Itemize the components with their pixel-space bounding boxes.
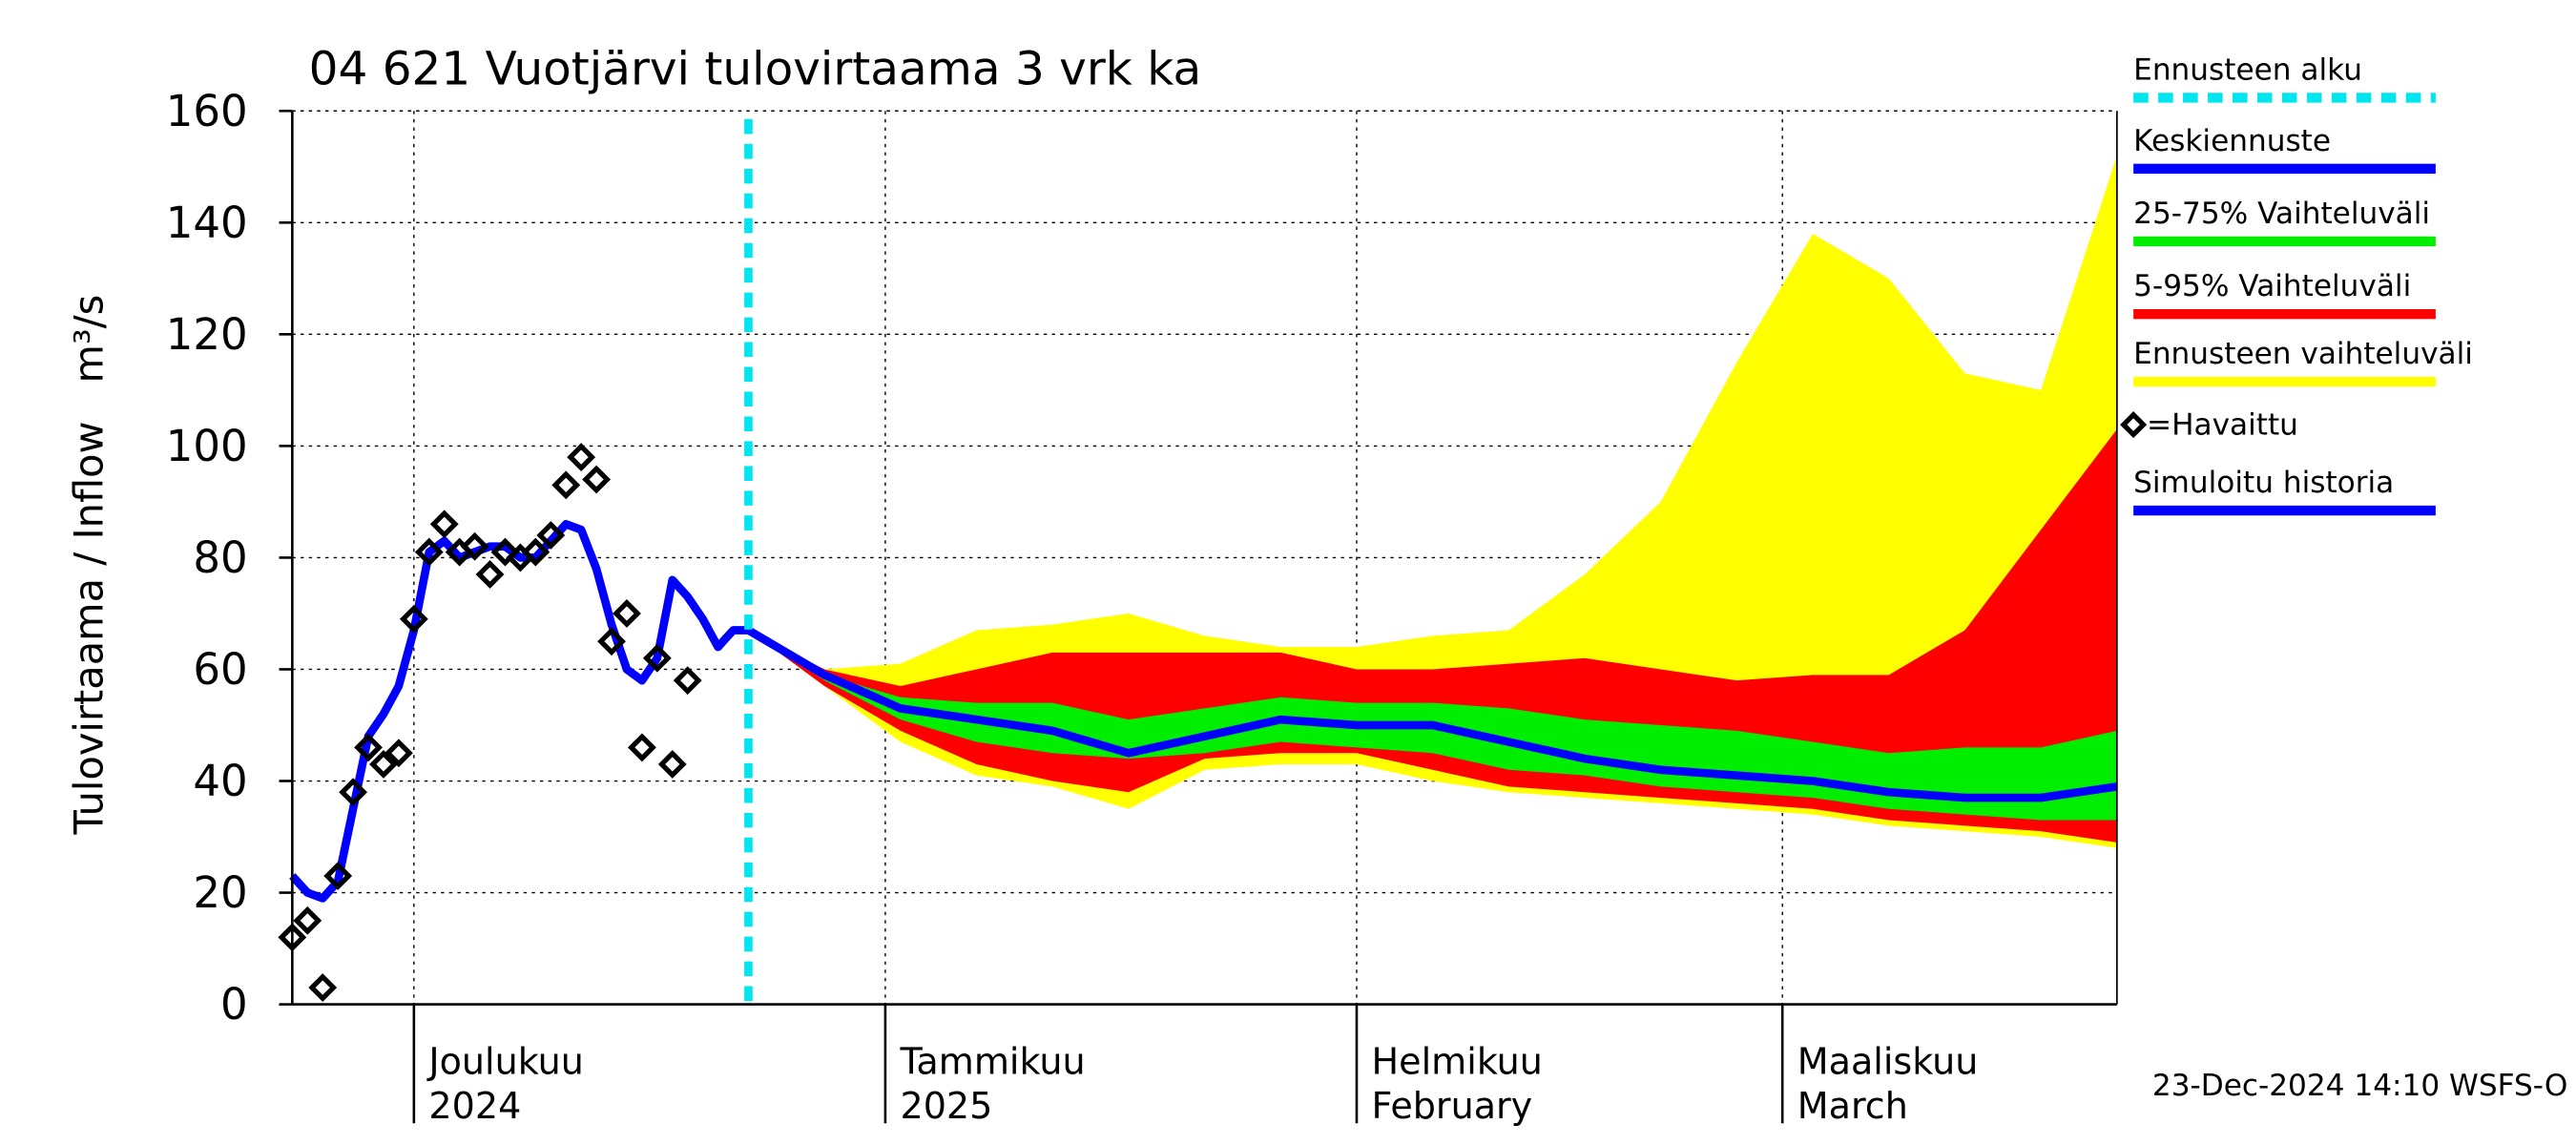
- y-tick-label: 60: [193, 644, 247, 695]
- observed-point: [657, 750, 687, 779]
- x-tick-label: 2024: [428, 1085, 521, 1127]
- legend-label: 25-75% Vaihteluväli: [2133, 197, 2430, 231]
- y-tick-label: 0: [220, 979, 248, 1030]
- observed-point: [582, 465, 612, 494]
- observed-point: [308, 973, 338, 1002]
- observed-point: [460, 531, 489, 561]
- observed-point: [354, 733, 383, 762]
- x-tick-label: Tammikuu: [899, 1040, 1085, 1082]
- legend-label: Ennusteen vaihteluväli: [2133, 337, 2473, 371]
- legend-label: Keskiennuste: [2133, 124, 2331, 158]
- observed-point: [613, 599, 641, 628]
- observed-point: [627, 733, 656, 762]
- observed-point: [369, 750, 398, 779]
- observed-point: [384, 739, 413, 768]
- observed-point: [339, 778, 368, 807]
- observed-point: [490, 537, 520, 567]
- footer: 23-Dec-2024 14:10 WSFS-O: [2152, 1069, 2567, 1103]
- legend-label: Simuloitu historia: [2133, 466, 2394, 500]
- observed-point: [536, 521, 566, 550]
- series-line: [746, 626, 2118, 802]
- x-tick-label: March: [1797, 1085, 1908, 1127]
- observed-point: [673, 666, 702, 696]
- legend-marker: [2120, 411, 2148, 439]
- x-tick-label: February: [1372, 1085, 1533, 1127]
- observed-point: [642, 643, 672, 673]
- y-tick-label: 160: [166, 86, 248, 136]
- legend-label: =Havaittu: [2147, 407, 2298, 442]
- legend-label: Ennusteen alku: [2133, 52, 2362, 87]
- x-tick-label: Joulukuu: [426, 1040, 583, 1082]
- y-tick-label: 140: [166, 198, 248, 248]
- x-tick-label: Helmikuu: [1372, 1040, 1543, 1082]
- legend-label: 5-95% Vaihteluväli: [2133, 269, 2411, 303]
- x-tick-label: Maaliskuu: [1797, 1040, 1979, 1082]
- observed-point: [414, 537, 444, 567]
- observed-point: [429, 510, 459, 539]
- y-tick-label: 100: [166, 421, 248, 471]
- observed-point: [293, 906, 322, 935]
- y-tick-label: 120: [166, 309, 248, 360]
- observed-point: [323, 862, 353, 890]
- observed-point: [521, 537, 551, 567]
- observed-point: [399, 604, 428, 634]
- observed-point: [597, 627, 626, 656]
- y-tick-label: 80: [193, 532, 247, 583]
- x-tick-label: 2025: [900, 1085, 992, 1127]
- y-axis-label: Tulovirtaama / Inflow: [65, 422, 112, 836]
- observed-point: [475, 560, 505, 589]
- y-tick-label: 40: [193, 756, 247, 806]
- y-axis-unit: m³/s: [65, 295, 112, 384]
- chart-title: 04 621 Vuotjärvi tulovirtaama 3 vrk ka: [309, 43, 1201, 96]
- y-tick-label: 20: [193, 867, 247, 918]
- observed-point: [567, 443, 596, 472]
- observed-point: [551, 470, 581, 500]
